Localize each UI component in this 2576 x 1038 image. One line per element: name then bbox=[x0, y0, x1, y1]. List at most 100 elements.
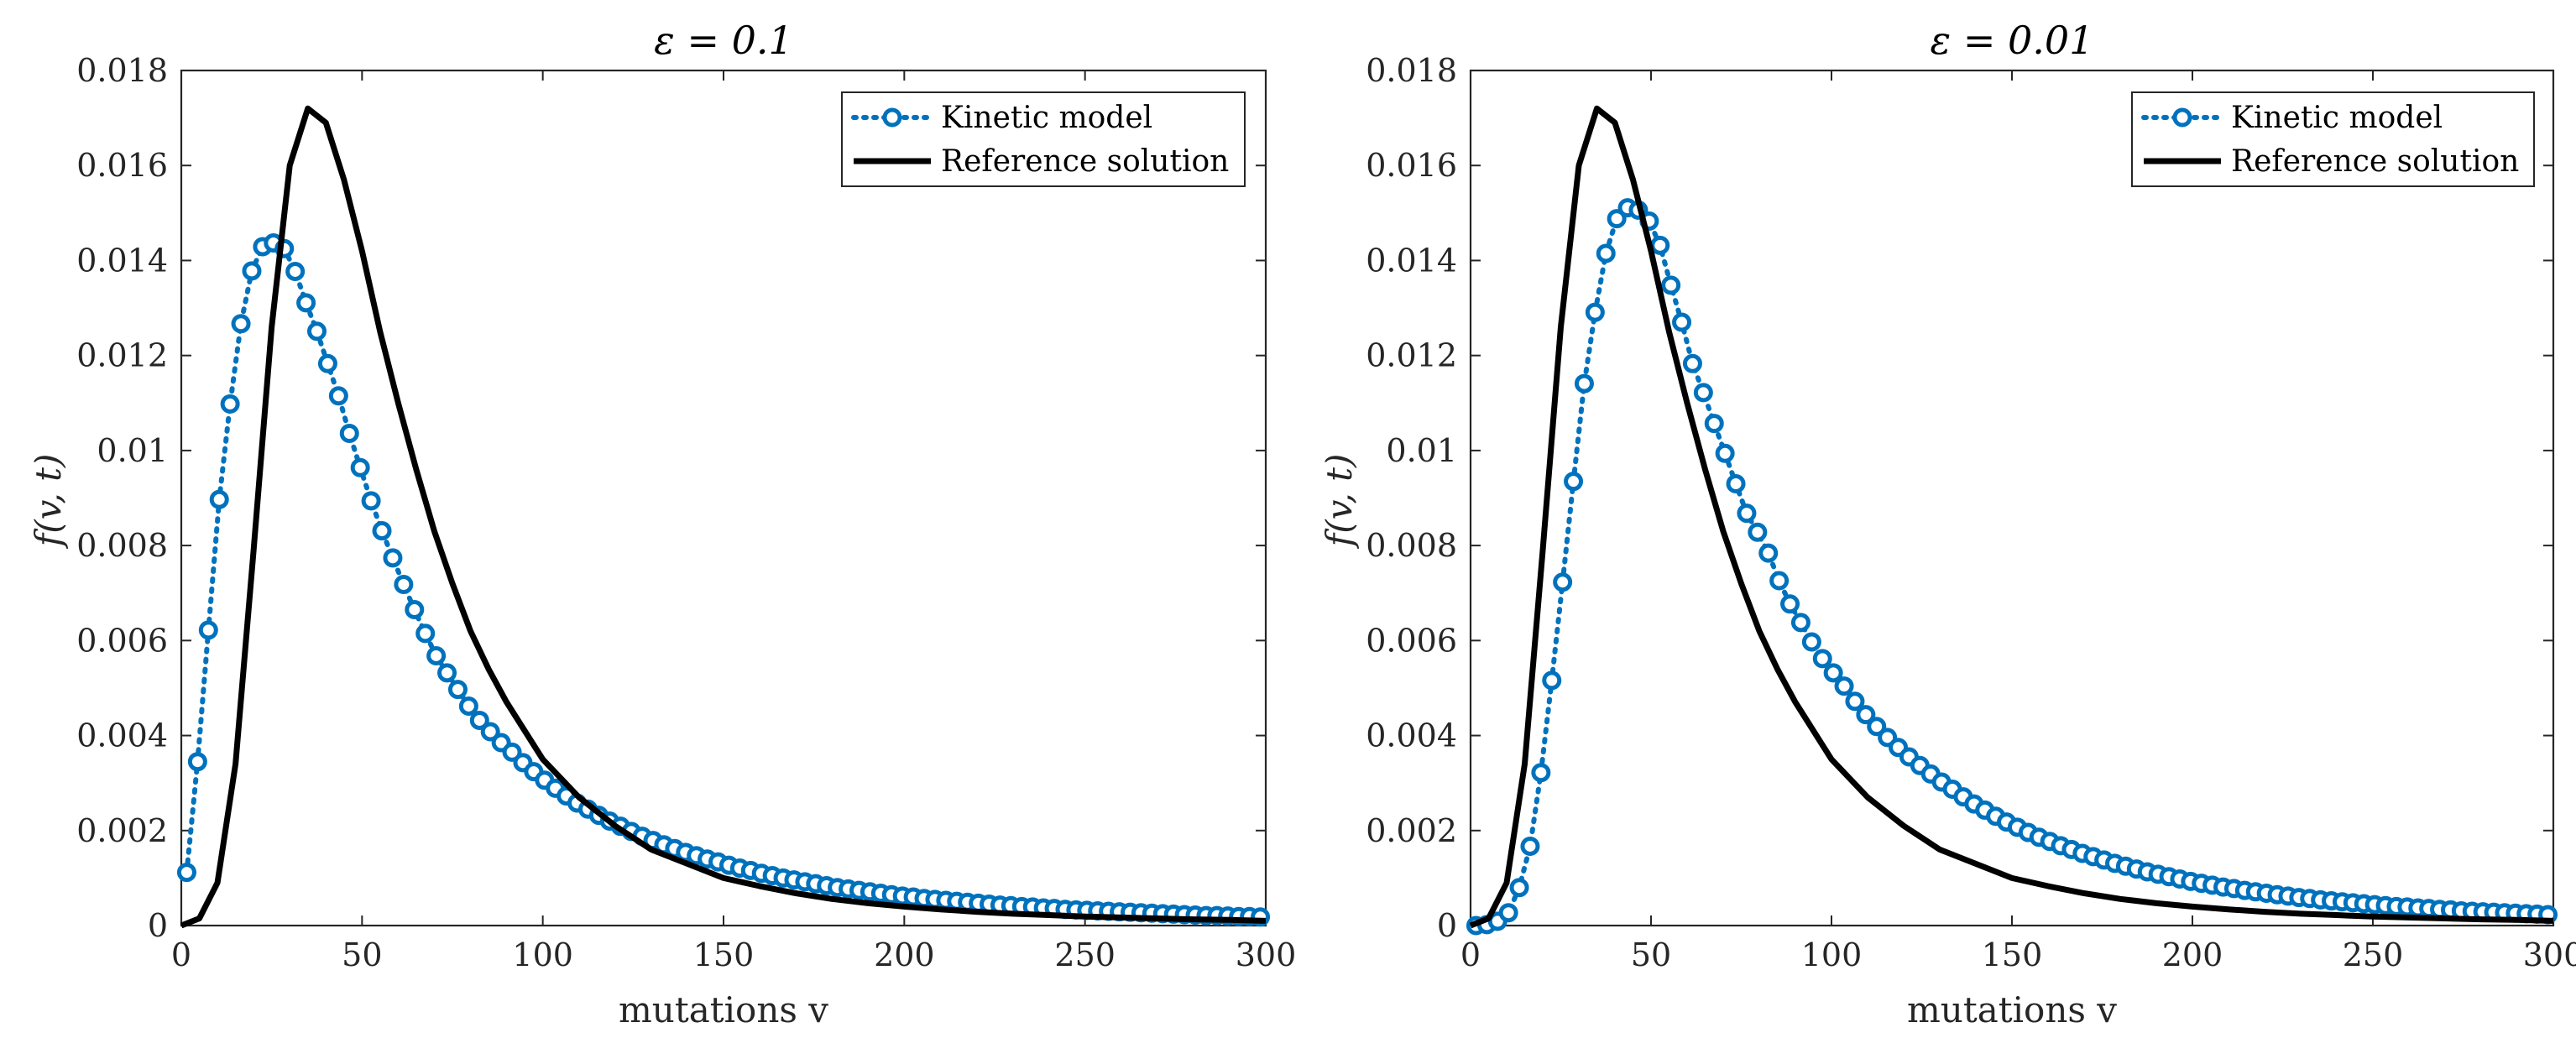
kinetic-model-point bbox=[1748, 522, 1768, 542]
kinetic-model-point bbox=[209, 489, 229, 509]
kinetic-model-point bbox=[1823, 663, 1843, 683]
kinetic-model-point bbox=[1790, 613, 1811, 633]
y-tick-label: 0.002 bbox=[76, 812, 168, 849]
kinetic-model-point bbox=[1650, 235, 1670, 255]
kinetic-model-point bbox=[437, 663, 457, 683]
y-axis-label: f(v, t) bbox=[28, 454, 69, 550]
kinetic-model-point bbox=[1693, 383, 1713, 403]
kinetic-model-point bbox=[1661, 275, 1681, 295]
x-tick-label: 300 bbox=[1236, 936, 1297, 973]
kinetic-model-point bbox=[1542, 670, 1562, 691]
kinetic-model-point bbox=[1509, 878, 1529, 898]
y-tick-label: 0.002 bbox=[1366, 812, 1457, 849]
series-line-kinetic-model bbox=[184, 240, 1263, 920]
kinetic-model-point bbox=[426, 645, 447, 665]
panel-epsilon-0-1: ε = 0.1 mutations v f(v, t) 0 50 100 150 200… bbox=[28, 18, 1296, 1030]
kinetic-model-point bbox=[447, 680, 468, 700]
kinetic-model-point bbox=[1758, 543, 1779, 563]
y-tick-label: 0.004 bbox=[1366, 717, 1457, 754]
kinetic-model-point bbox=[220, 394, 240, 414]
x-tick-label: 50 bbox=[342, 936, 382, 973]
kinetic-model-point bbox=[372, 521, 392, 541]
kinetic-model-point bbox=[1769, 571, 1790, 591]
chart-title: ε = 0.01 bbox=[1931, 18, 2094, 63]
kinetic-model-point bbox=[361, 491, 381, 511]
y-tick-label: 0.01 bbox=[97, 432, 168, 469]
y-tick-label: 0.018 bbox=[1366, 52, 1457, 89]
kinetic-model-point bbox=[1834, 676, 1854, 696]
legend: Kinetic model Reference solution bbox=[841, 91, 1246, 187]
x-axis-label: mutations v bbox=[1907, 989, 2117, 1030]
x-tick-label: 250 bbox=[2343, 936, 2404, 973]
kinetic-model-point bbox=[469, 710, 489, 730]
legend-marker-kinetic-model bbox=[882, 107, 902, 128]
y-tick-label: 0.016 bbox=[1366, 147, 1457, 184]
legend-box bbox=[2131, 91, 2535, 187]
y-tick-label: 0 bbox=[1437, 907, 1457, 944]
y-tick-label: 0 bbox=[148, 907, 168, 944]
axes-box bbox=[1469, 69, 2555, 927]
kinetic-model-point bbox=[307, 321, 327, 342]
legend-marker-kinetic-model bbox=[2172, 107, 2192, 128]
x-tick-label: 250 bbox=[1054, 936, 1116, 973]
kinetic-model-point bbox=[1780, 594, 1800, 614]
kinetic-model-point bbox=[231, 314, 251, 334]
x-tick-label: 150 bbox=[693, 936, 755, 973]
kinetic-model-point bbox=[383, 548, 403, 568]
kinetic-model-point bbox=[394, 575, 414, 595]
x-tick-label: 200 bbox=[874, 936, 935, 973]
kinetic-model-point bbox=[176, 863, 196, 883]
kinetic-model-point bbox=[328, 386, 348, 406]
kinetic-model-point bbox=[1867, 717, 1887, 737]
legend-label-kinetic-model: Kinetic model bbox=[2231, 101, 2443, 135]
kinetic-model-point bbox=[1845, 691, 1865, 712]
kinetic-model-point bbox=[405, 600, 425, 620]
kinetic-model-point bbox=[1596, 243, 1616, 263]
x-tick-label: 0 bbox=[171, 936, 191, 973]
x-tick-label: 100 bbox=[512, 936, 573, 973]
kinetic-model-point bbox=[1726, 474, 1746, 494]
legend-label-reference-solution: Reference solution bbox=[941, 144, 1229, 179]
x-tick-label: 0 bbox=[1460, 936, 1481, 973]
y-tick-label: 0.006 bbox=[76, 622, 168, 659]
x-tick-label: 100 bbox=[1801, 936, 1863, 973]
kinetic-model-point bbox=[198, 620, 218, 640]
series-line-reference-solution bbox=[180, 105, 1267, 929]
legend: Kinetic model Reference solution bbox=[2131, 91, 2535, 187]
y-tick-label: 0.014 bbox=[76, 242, 168, 279]
y-tick-label: 0.012 bbox=[1366, 337, 1457, 374]
y-tick-label: 0.014 bbox=[1366, 242, 1457, 279]
kinetic-model-point bbox=[1520, 836, 1540, 856]
kinetic-model-point bbox=[1574, 373, 1594, 394]
y-tick-label: 0.004 bbox=[76, 717, 168, 754]
x-tick-label: 50 bbox=[1631, 936, 1671, 973]
series-line-reference-solution bbox=[1469, 105, 2554, 929]
kinetic-model-point bbox=[1531, 763, 1551, 783]
kinetic-model-point bbox=[339, 424, 359, 444]
legend-label-kinetic-model: Kinetic model bbox=[941, 101, 1152, 135]
kinetic-model-point bbox=[1498, 903, 1518, 923]
chart-title: ε = 0.1 bbox=[654, 18, 793, 63]
y-tick-label: 0.008 bbox=[1366, 527, 1457, 564]
y-tick-label: 0.006 bbox=[1366, 622, 1457, 659]
x-axis-label: mutations v bbox=[619, 989, 828, 1030]
kinetic-model-point bbox=[1564, 472, 1584, 492]
kinetic-model-point bbox=[1682, 353, 1702, 373]
kinetic-model-point bbox=[242, 261, 262, 281]
plot-area: 0 50 100 150 200 250 300 0 0.002 0.004 0.006 0.008 0… bbox=[76, 52, 1296, 973]
kinetic-model-point bbox=[1585, 302, 1605, 322]
kinetic-model-point bbox=[480, 722, 500, 742]
legend-label-reference-solution: Reference solution bbox=[2231, 144, 2519, 179]
y-tick-label: 0.018 bbox=[76, 52, 168, 89]
y-axis-label: f(v, t) bbox=[1319, 454, 1360, 550]
kinetic-model-point bbox=[458, 696, 478, 716]
panel-epsilon-0-01: ε = 0.01 mutations v f(v, t) 0 50 100 150 20… bbox=[1319, 18, 2576, 1030]
kinetic-model-point bbox=[1704, 414, 1724, 434]
kinetic-model-point bbox=[285, 261, 306, 281]
kinetic-model-point bbox=[1856, 705, 1876, 725]
kinetic-model-point bbox=[350, 457, 370, 477]
kinetic-model-point bbox=[1801, 632, 1821, 652]
kinetic-model-point bbox=[1553, 572, 1573, 592]
kinetic-model-point bbox=[502, 742, 522, 762]
